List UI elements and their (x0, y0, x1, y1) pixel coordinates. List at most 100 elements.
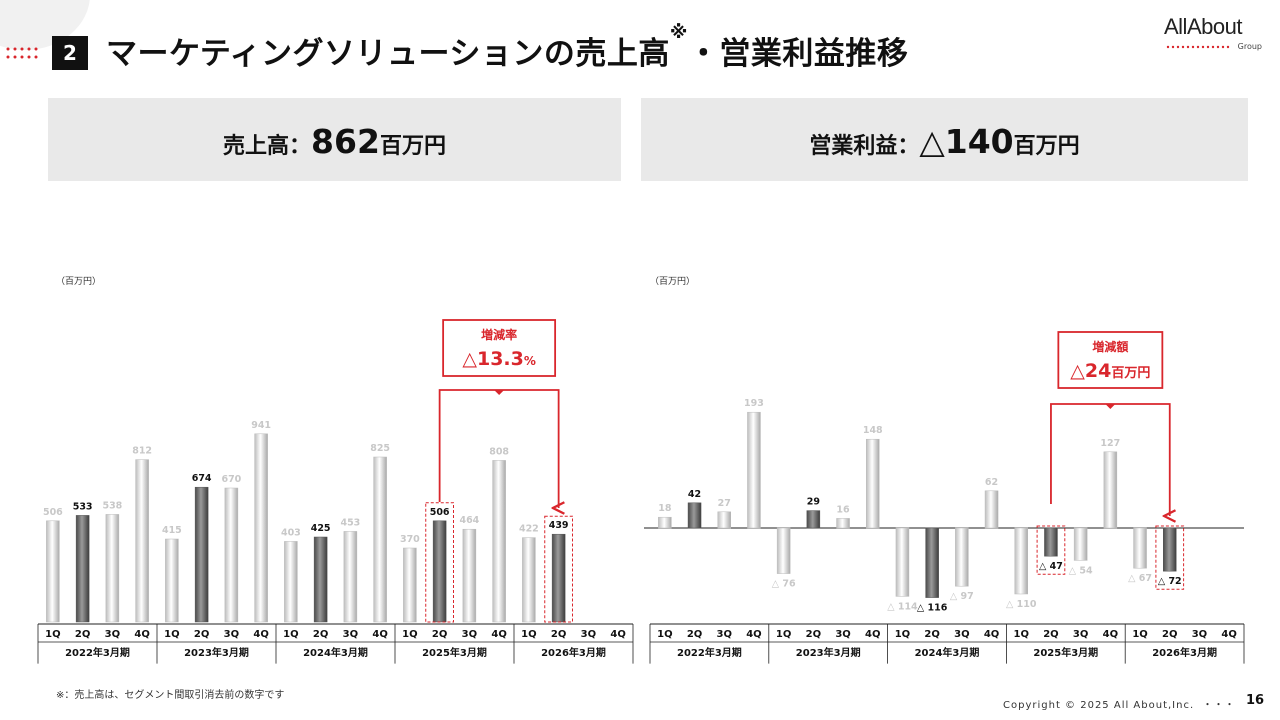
sales-summary-label: 売上高： (223, 134, 312, 159)
quarter-tick-label: 1Q (657, 629, 672, 640)
data-bar (1133, 527, 1147, 569)
callout-pointer (494, 390, 505, 395)
callout-box (442, 319, 557, 377)
data-bar (522, 537, 536, 623)
data-label: 464 (459, 515, 479, 526)
data-bar (1044, 527, 1058, 557)
data-label: 670 (221, 474, 241, 485)
quarter-tick-label: 3Q (1073, 629, 1088, 640)
quarter-tick-label: 4Q (984, 629, 999, 640)
quarter-tick-label: 4Q (1221, 629, 1236, 640)
data-label: 27 (718, 498, 731, 509)
data-bar (75, 515, 90, 623)
data-label: 193 (744, 398, 764, 409)
quarter-tick-label: 2Q (194, 629, 209, 640)
data-bar (284, 541, 298, 623)
quarter-tick-label: 1Q (402, 629, 417, 640)
quarter-tick-label: 2Q (687, 629, 702, 640)
highlight-box (425, 502, 454, 623)
quarter-tick-label: 2Q (924, 629, 939, 640)
callout-title: 増減額 (1092, 339, 1128, 354)
data-bar (895, 527, 910, 597)
quarter-tick-label: 2Q (432, 629, 447, 640)
data-label: 62 (985, 477, 998, 488)
data-label: 439 (549, 520, 569, 531)
data-label: 425 (311, 523, 331, 534)
quarter-tick-label: 1Q (283, 629, 298, 640)
dots-ornament (6, 47, 38, 59)
footnote: ※：売上高は、セグメント間取引消去前の数字です (56, 690, 285, 701)
page-title: マーケティングソリューションの売上高※・営業利益推移 (106, 22, 909, 73)
callout-value: △24百万円 (1070, 360, 1150, 382)
title-suffix: ・営業利益推移 (687, 36, 909, 72)
data-bar (194, 486, 209, 623)
data-label: 370 (400, 534, 420, 545)
quarter-tick-label: 1Q (776, 629, 791, 640)
data-bar (955, 527, 969, 587)
callout-pointer (1105, 404, 1116, 409)
company-logo: AllAbout Group (1164, 14, 1264, 58)
data-bar (1014, 527, 1028, 595)
quarter-tick-label: 1Q (1132, 629, 1147, 640)
data-bar (1103, 451, 1118, 529)
data-bar (403, 547, 417, 623)
data-bar (747, 411, 761, 529)
data-label: △ 116 (917, 603, 948, 614)
quarter-tick-label: 4Q (865, 629, 880, 640)
quarter-tick-label: 1Q (895, 629, 910, 640)
sales-summary-unit: 百万円 (379, 134, 446, 159)
callout-unit: 百万円 (1111, 366, 1150, 381)
data-bar (717, 511, 731, 529)
data-bar (925, 527, 939, 598)
profit-summary-unit: 百万円 (1013, 134, 1080, 159)
fiscal-year-label: 2025年3月期 (1033, 646, 1098, 659)
data-bar (165, 538, 179, 623)
data-bar (492, 460, 506, 623)
quarter-tick-label: 2Q (75, 629, 90, 640)
data-bar (432, 520, 447, 623)
data-bar (658, 516, 672, 529)
data-bar (105, 514, 120, 623)
data-label: 506 (43, 507, 63, 518)
data-label: △ 97 (950, 591, 974, 602)
data-label: 29 (807, 497, 820, 508)
quarter-tick-label: 1Q (164, 629, 179, 640)
operating-profit-chart: （百万円） 18 42 27 193 △ 76 29 16 148 △ 114 △ 116△ 97 6… (644, 276, 1245, 664)
highlight-box (544, 515, 573, 623)
data-bar (1073, 527, 1088, 561)
title-main: マーケティングソリューションの売上高 (106, 36, 670, 72)
quarter-tick-label: 3Q (105, 629, 120, 640)
page-number: 16 (1246, 693, 1265, 708)
data-label: 42 (688, 489, 701, 500)
data-bar (313, 536, 328, 623)
data-bar (687, 502, 702, 529)
quarter-tick-label: 2Q (1043, 629, 1058, 640)
data-label: 422 (519, 524, 539, 535)
logo-subtext: Group (1237, 42, 1262, 51)
data-label: 127 (1100, 438, 1120, 449)
data-label: 808 (489, 446, 509, 457)
data-label: 453 (340, 517, 360, 528)
fiscal-year-label: 2024年3月期 (303, 646, 368, 659)
fiscal-year-label: 2023年3月期 (184, 646, 249, 659)
data-bar (1163, 527, 1177, 572)
data-bar (254, 433, 268, 623)
quarter-tick-label: 4Q (746, 629, 761, 640)
copyright: Copyright © 2025 All About,Inc. ・・・ (1003, 696, 1236, 711)
profit-summary-box: 営業利益：△140百万円 (641, 98, 1248, 181)
quarter-tick-label: 3Q (1192, 629, 1207, 640)
copyright-dots: ・・・ (1202, 700, 1236, 711)
quarter-tick-label: 2Q (313, 629, 328, 640)
data-label: 16 (836, 504, 850, 515)
data-label: △ 110 (1006, 599, 1037, 610)
quarter-tick-label: 2Q (806, 629, 821, 640)
sales-summary-value: 862 (311, 122, 380, 161)
quarter-tick-label: 3Q (343, 629, 358, 640)
quarter-tick-label: 3Q (717, 629, 732, 640)
data-bar (866, 438, 880, 529)
quarter-tick-label: 1Q (521, 629, 536, 640)
data-label: △ 47 (1039, 561, 1063, 572)
data-bar (224, 487, 239, 623)
quarter-tick-label: 1Q (45, 629, 60, 640)
data-bar (343, 531, 358, 623)
